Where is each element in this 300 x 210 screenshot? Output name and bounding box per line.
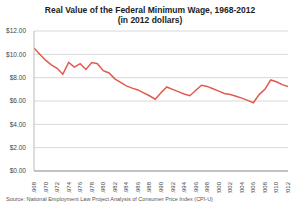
svg-text:1982: 1982 <box>112 181 118 193</box>
svg-text:1994: 1994 <box>181 181 187 193</box>
svg-text:1978: 1978 <box>89 181 95 193</box>
svg-text:$0.00: $0.00 <box>10 167 27 174</box>
svg-text:1974: 1974 <box>66 181 72 193</box>
svg-text:1972: 1972 <box>54 181 60 193</box>
svg-text:1992: 1992 <box>170 181 176 193</box>
svg-text:$8.00: $8.00 <box>10 74 27 81</box>
svg-text:2006: 2006 <box>250 181 256 193</box>
svg-text:$10.00: $10.00 <box>8 51 26 58</box>
svg-text:1976: 1976 <box>77 181 83 193</box>
html-text:Source: National Employment La: Source: National Employment Law Project … <box>6 196 213 202</box>
svg-text:2000: 2000 <box>216 181 222 193</box>
svg-text:$4.00: $4.00 <box>10 121 27 128</box>
svg-text:1980: 1980 <box>100 181 106 193</box>
svg-text:1998: 1998 <box>204 181 210 193</box>
svg-text:2004: 2004 <box>239 181 245 193</box>
svg-text:2012: 2012 <box>285 181 291 193</box>
svg-text:1996: 1996 <box>193 181 199 193</box>
svg-text:2008: 2008 <box>262 181 268 193</box>
svg-text:1986: 1986 <box>135 181 141 193</box>
svg-text:2002: 2002 <box>227 181 233 193</box>
svg-text:1984: 1984 <box>123 181 129 193</box>
svg-text:1990: 1990 <box>158 181 164 193</box>
html-text:Real Value of the Federal Mini: Real Value of the Federal Minimum Wage, … <box>44 5 256 15</box>
svg-text:$12.00: $12.00 <box>8 27 26 34</box>
svg-text:1968: 1968 <box>31 181 37 193</box>
svg-text:1988: 1988 <box>146 181 152 193</box>
svg-text:1970: 1970 <box>43 181 49 193</box>
html-text:(in 2012 dollars): (in 2012 dollars) <box>117 15 183 25</box>
svg-text:$2.00: $2.00 <box>10 144 27 151</box>
svg-text:2010: 2010 <box>273 181 279 193</box>
svg-text:$6.00: $6.00 <box>10 97 27 104</box>
